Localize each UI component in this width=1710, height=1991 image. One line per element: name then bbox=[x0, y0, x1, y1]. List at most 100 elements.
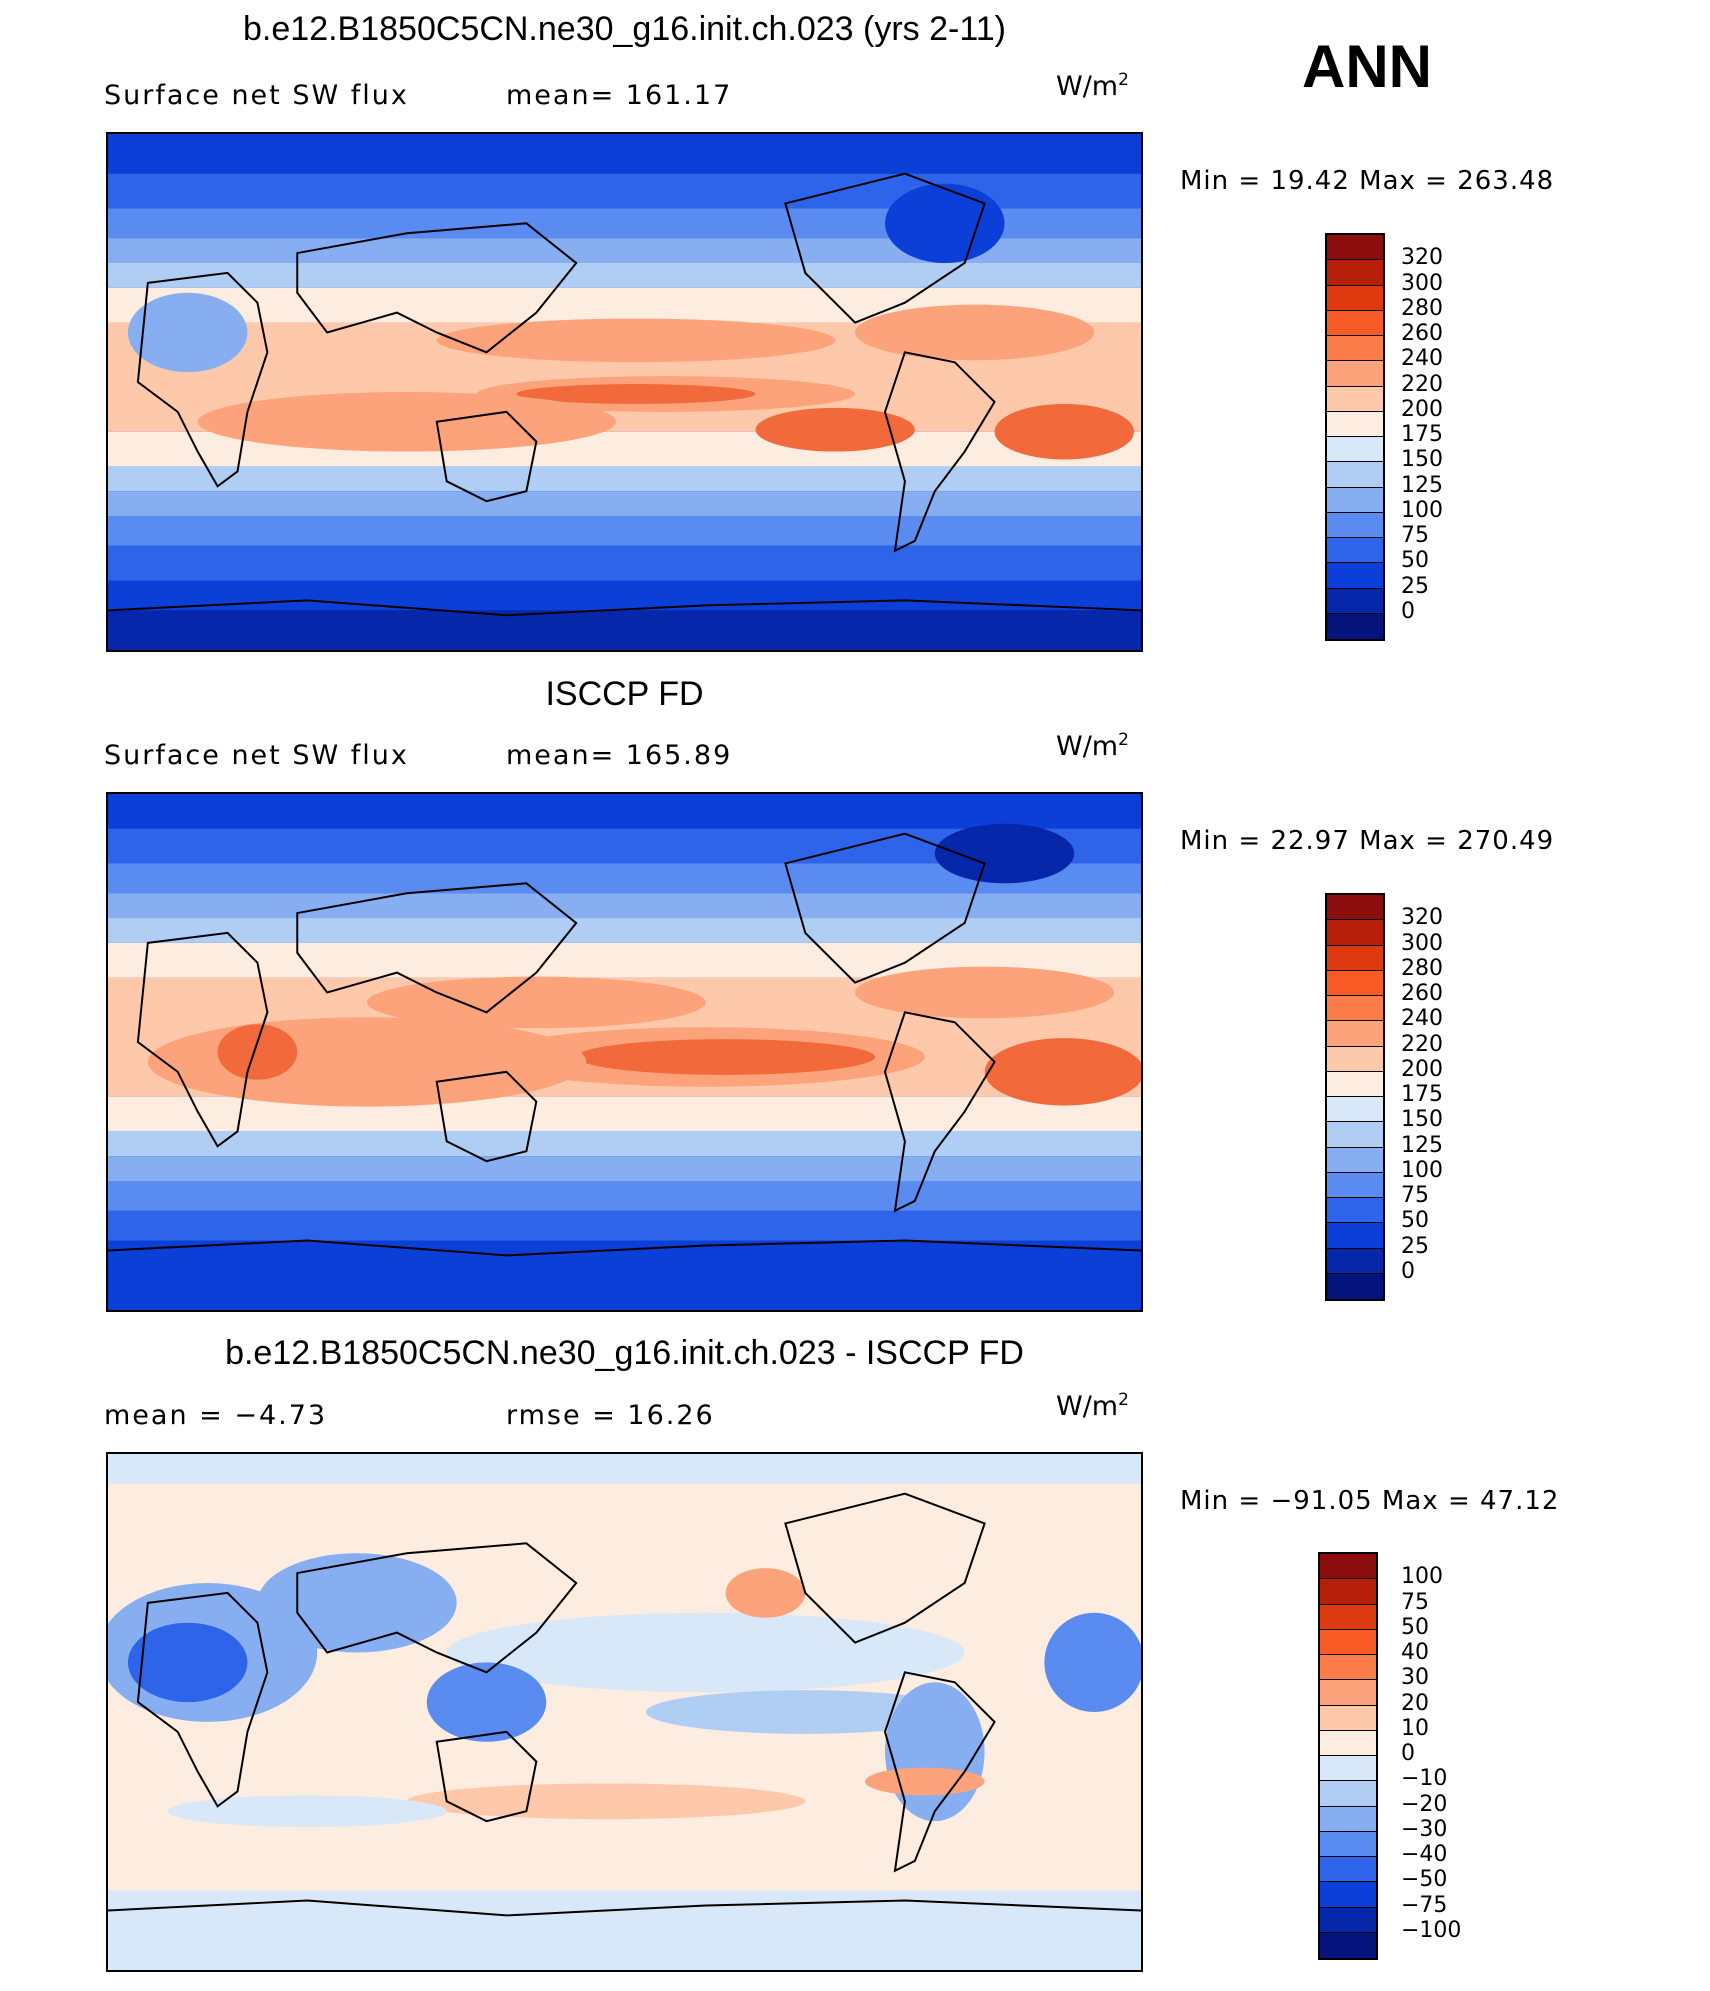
map-band bbox=[108, 491, 1141, 516]
colorbar-tick-label: −10 bbox=[1401, 1766, 1447, 1791]
map-blob bbox=[148, 1017, 586, 1106]
map-blob bbox=[437, 319, 835, 363]
colorbar-tick-label: 175 bbox=[1401, 422, 1443, 447]
colorbar-tick-label: 40 bbox=[1401, 1640, 1429, 1665]
colorbar-swatch bbox=[1320, 1756, 1376, 1781]
panel-1-minmax: Min = 19.42 Max = 263.48 bbox=[1180, 166, 1554, 196]
map-blob bbox=[1044, 1613, 1141, 1712]
map-blob bbox=[995, 404, 1134, 460]
colorbar-swatch bbox=[1327, 235, 1383, 260]
map-band bbox=[108, 134, 1141, 174]
map-blob bbox=[168, 1795, 447, 1827]
panel-2-map bbox=[106, 792, 1143, 1312]
colorbar-tick-label: 125 bbox=[1401, 1133, 1443, 1158]
colorbar-swatch bbox=[1327, 437, 1383, 462]
map-band bbox=[108, 1454, 1141, 1484]
map-blob bbox=[128, 1623, 248, 1702]
colorbar-swatch bbox=[1327, 286, 1383, 311]
map-band bbox=[108, 794, 1141, 829]
colorbar-swatch bbox=[1327, 895, 1383, 920]
map-blob bbox=[427, 1662, 547, 1741]
colorbar-tick-label: −75 bbox=[1401, 1893, 1447, 1918]
colorbar-tick-label: 300 bbox=[1401, 271, 1443, 296]
colorbar-swatch bbox=[1327, 1122, 1383, 1147]
colorbar-swatch bbox=[1320, 1832, 1376, 1857]
colorbar-swatch bbox=[1327, 462, 1383, 487]
colorbar-tick-label: 200 bbox=[1401, 397, 1443, 422]
colorbar-swatch bbox=[1327, 311, 1383, 336]
panel-1-mean-label: mean= 161.17 bbox=[506, 80, 732, 111]
colorbar-swatch bbox=[1327, 538, 1383, 563]
colorbar-swatch bbox=[1320, 1554, 1376, 1579]
colorbar-tick-label: 25 bbox=[1401, 1234, 1429, 1259]
map-band bbox=[108, 466, 1141, 491]
map-blob bbox=[855, 305, 1094, 361]
map-band bbox=[108, 1211, 1141, 1241]
panel-3-minmax: Min = −91.05 Max = 47.12 bbox=[1180, 1486, 1559, 1516]
colorbar-tick-label: 100 bbox=[1401, 498, 1443, 523]
map-blob bbox=[257, 1553, 456, 1652]
colorbar-tick-label: 0 bbox=[1401, 1741, 1415, 1766]
colorbar-tick-label: −30 bbox=[1401, 1817, 1447, 1842]
panel-1-title: b.e12.B1850C5CN.ne30_g16.init.ch.023 (yr… bbox=[106, 10, 1143, 49]
map-blob bbox=[726, 1568, 806, 1618]
colorbar-tick-label: 75 bbox=[1401, 1183, 1429, 1208]
colorbar-swatch bbox=[1320, 1882, 1376, 1907]
colorbar-swatch bbox=[1320, 1731, 1376, 1756]
map-band bbox=[108, 1097, 1141, 1132]
colorbar-swatch bbox=[1327, 1198, 1383, 1223]
map-band bbox=[108, 918, 1141, 943]
colorbar-swatch bbox=[1320, 1857, 1376, 1882]
map-blob bbox=[985, 1038, 1141, 1105]
colorbar-swatch bbox=[1320, 1933, 1376, 1958]
panel-1-map-svg bbox=[108, 134, 1141, 650]
colorbar-tick-label: 100 bbox=[1401, 1564, 1443, 1589]
colorbar-swatch bbox=[1320, 1680, 1376, 1705]
colorbar-swatch bbox=[1327, 1047, 1383, 1072]
panel-3-title: b.e12.B1850C5CN.ne30_g16.init.ch.023 - I… bbox=[106, 1334, 1143, 1373]
colorbar-tick-label: 10 bbox=[1401, 1716, 1429, 1741]
colorbar-swatch bbox=[1327, 1072, 1383, 1097]
colorbar-swatch bbox=[1327, 589, 1383, 614]
colorbar-tick-label: −100 bbox=[1401, 1918, 1461, 1943]
panel-1-variable-label: Surface net SW flux bbox=[104, 80, 409, 111]
panel-2-mean-label: mean= 165.89 bbox=[506, 740, 732, 771]
panel-2-units: W/m2 bbox=[1056, 730, 1129, 762]
colorbar-tick-label: 150 bbox=[1401, 1107, 1443, 1132]
panel-2-variable-label: Surface net SW flux bbox=[104, 740, 409, 771]
colorbar-tick-label: −20 bbox=[1401, 1792, 1447, 1817]
colorbar-swatch bbox=[1327, 336, 1383, 361]
panel-3-colorbar bbox=[1318, 1552, 1378, 1960]
panel-2-minmax: Min = 22.97 Max = 270.49 bbox=[1180, 826, 1554, 856]
colorbar-tick-label: 300 bbox=[1401, 931, 1443, 956]
colorbar-swatch bbox=[1327, 1097, 1383, 1122]
colorbar-tick-label: 260 bbox=[1401, 981, 1443, 1006]
colorbar-tick-label: 150 bbox=[1401, 447, 1443, 472]
panel-3-mean-label: mean = −4.73 bbox=[104, 1400, 327, 1431]
colorbar-swatch bbox=[1327, 1249, 1383, 1274]
colorbar-swatch bbox=[1327, 361, 1383, 386]
colorbar-swatch bbox=[1320, 1630, 1376, 1655]
panel-2-title: ISCCP FD bbox=[106, 675, 1143, 714]
colorbar-tick-label: 220 bbox=[1401, 372, 1443, 397]
colorbar-tick-label: 0 bbox=[1401, 1259, 1415, 1284]
colorbar-tick-label: 25 bbox=[1401, 574, 1429, 599]
colorbar-tick-label: 200 bbox=[1401, 1057, 1443, 1082]
colorbar-swatch bbox=[1320, 1781, 1376, 1806]
colorbar-swatch bbox=[1320, 1579, 1376, 1604]
colorbar-swatch bbox=[1327, 387, 1383, 412]
colorbar-swatch bbox=[1320, 1605, 1376, 1630]
season-label: ANN bbox=[1302, 32, 1432, 101]
map-blob bbox=[576, 1039, 875, 1075]
colorbar-tick-label: 240 bbox=[1401, 1006, 1443, 1031]
map-blob bbox=[885, 184, 1005, 263]
map-blob bbox=[855, 967, 1114, 1019]
colorbar-tick-label: 175 bbox=[1401, 1082, 1443, 1107]
colorbar-tick-label: 50 bbox=[1401, 1208, 1429, 1233]
colorbar-tick-label: −40 bbox=[1401, 1842, 1447, 1867]
map-blob bbox=[865, 1768, 985, 1796]
colorbar-swatch bbox=[1327, 1148, 1383, 1173]
map-band bbox=[108, 546, 1141, 581]
panel-1-map bbox=[106, 132, 1143, 652]
map-band bbox=[108, 263, 1141, 288]
